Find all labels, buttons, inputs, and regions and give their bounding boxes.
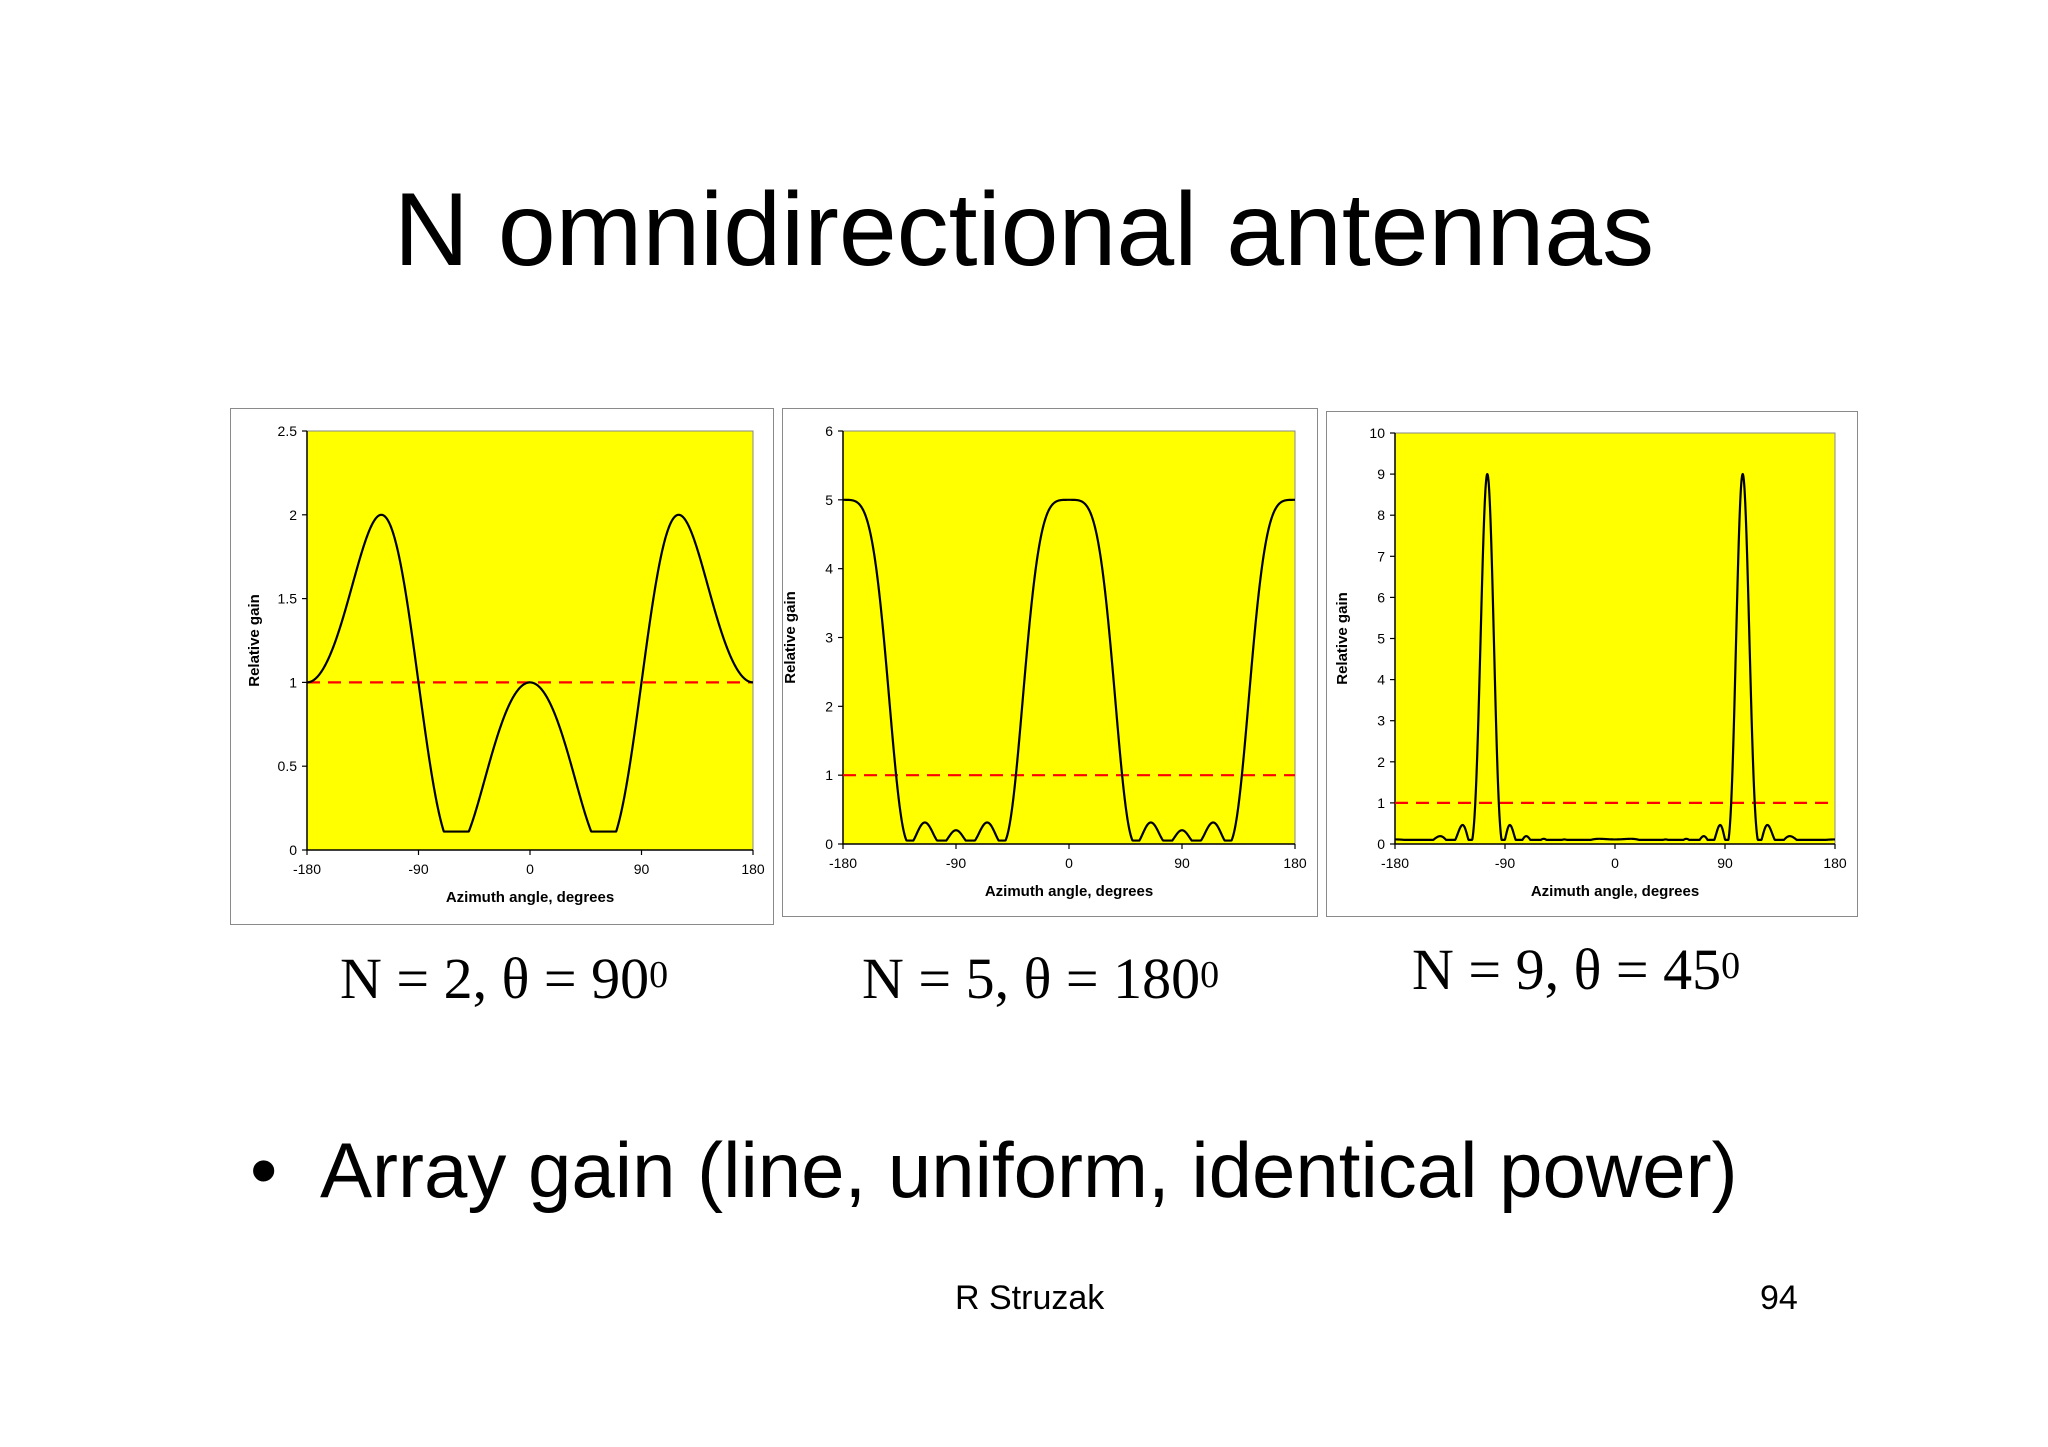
chart-svg: 0 0.5 1 1.5 2 2.5 -180 -90 0 90 180 Azimuth angle, … bbox=[246, 423, 765, 906]
y-tick-label: 0 bbox=[289, 842, 297, 858]
chart-svg: 0 1 2 3 4 5 6 7 8 9 10 -180 -90 0 90 180 Azimuth angle, … bbox=[1334, 425, 1847, 900]
caption-superscript: 0 bbox=[1200, 954, 1220, 996]
chart-svg: 0 1 2 3 4 5 6 -180 -90 0 90 180 Azimuth angle, degre… bbox=[783, 423, 1307, 900]
y-axis-label: Relative gain bbox=[783, 591, 799, 684]
footer-author: R Struzak bbox=[955, 1279, 1105, 1317]
chart-n9: 0 1 2 3 4 5 6 7 8 9 10 -180 -90 0 90 180 Azimuth angle, … bbox=[1326, 411, 1858, 917]
y-tick-label: 1 bbox=[825, 767, 833, 783]
y-tick-label: 0 bbox=[825, 836, 833, 852]
plot-area bbox=[842, 430, 1296, 845]
y-tick-label: 1 bbox=[289, 674, 297, 690]
y-tick-label: 8 bbox=[1377, 507, 1385, 523]
caption-text: N = 5, θ = 180 bbox=[862, 946, 1201, 1011]
x-tick-label: 180 bbox=[1823, 855, 1847, 871]
bullet-text: Array gain (line, uniform, identical pow… bbox=[320, 1126, 1738, 1214]
x-tick-label: -180 bbox=[829, 855, 857, 871]
y-tick-label: 0 bbox=[1377, 836, 1385, 852]
page-number: 94 bbox=[1760, 1279, 1798, 1317]
y-tick-label: 3 bbox=[825, 630, 833, 646]
gain-curve bbox=[842, 498, 1296, 842]
x-axis-label: Azimuth angle, degrees bbox=[446, 889, 614, 906]
y-tick-label: 5 bbox=[1377, 631, 1385, 647]
y-tick-label: 2.5 bbox=[278, 423, 298, 439]
y-tick-label: 2 bbox=[1377, 754, 1385, 770]
x-tick-label: 90 bbox=[1174, 855, 1190, 871]
y-tick-label: 7 bbox=[1377, 548, 1385, 564]
caption-text: N = 2, θ = 90 bbox=[340, 946, 650, 1011]
x-axis-label: Azimuth angle, degrees bbox=[1531, 883, 1699, 900]
x-tick-label: 180 bbox=[1283, 855, 1307, 871]
gain-curve bbox=[306, 513, 754, 833]
y-tick-label: 0.5 bbox=[278, 758, 298, 774]
chart-n5: 0 1 2 3 4 5 6 -180 -90 0 90 180 Azimuth angle, degre… bbox=[782, 408, 1318, 917]
plot-area bbox=[1394, 432, 1836, 845]
caption-superscript: 0 bbox=[649, 954, 669, 996]
x-axis-label: Azimuth angle, degrees bbox=[985, 883, 1153, 900]
x-tick-label: -180 bbox=[1381, 855, 1409, 871]
x-tick-label: -90 bbox=[946, 855, 966, 871]
x-tick-label: 0 bbox=[526, 861, 534, 877]
gain-curve bbox=[1394, 473, 1836, 841]
y-tick-label: 2 bbox=[289, 507, 297, 523]
y-tick-label: 9 bbox=[1377, 466, 1385, 482]
y-tick-label: 4 bbox=[825, 561, 833, 577]
y-tick-label: 1.5 bbox=[278, 591, 298, 607]
x-tick-label: -180 bbox=[293, 861, 321, 877]
x-tick-label: 90 bbox=[1717, 855, 1733, 871]
x-tick-label: 180 bbox=[741, 861, 765, 877]
y-tick-label: 10 bbox=[1369, 425, 1385, 441]
caption-superscript: 0 bbox=[1721, 945, 1741, 987]
x-tick-label: -90 bbox=[1495, 855, 1515, 871]
x-tick-label: 90 bbox=[634, 861, 650, 877]
x-tick-label: -90 bbox=[408, 861, 428, 877]
y-tick-label: 3 bbox=[1377, 713, 1385, 729]
plot-area bbox=[306, 430, 754, 851]
y-tick-label: 2 bbox=[825, 698, 833, 714]
y-tick-label: 4 bbox=[1377, 672, 1385, 688]
caption-n5: N = 5, θ = 1800 bbox=[862, 946, 1219, 1012]
y-tick-label: 6 bbox=[1377, 589, 1385, 605]
y-axis-label: Relative gain bbox=[1334, 592, 1351, 685]
caption-text: N = 9, θ = 45 bbox=[1412, 937, 1722, 1002]
slide-title: N omnidirectional antennas bbox=[393, 172, 1655, 288]
bullet-icon: • bbox=[250, 1126, 278, 1214]
caption-n2: N = 2, θ = 900 bbox=[340, 946, 668, 1012]
y-axis-label: Relative gain bbox=[246, 594, 263, 687]
y-tick-label: 5 bbox=[825, 492, 833, 508]
x-tick-label: 0 bbox=[1611, 855, 1619, 871]
x-tick-label: 0 bbox=[1065, 855, 1073, 871]
bullet-item: • Array gain (line, uniform, identical po… bbox=[250, 1125, 1738, 1215]
y-tick-label: 6 bbox=[825, 423, 833, 439]
caption-n9: N = 9, θ = 450 bbox=[1412, 937, 1740, 1003]
y-tick-label: 1 bbox=[1377, 795, 1385, 811]
chart-n2: 0 0.5 1 1.5 2 2.5 -180 -90 0 90 180 Azimuth angle, … bbox=[230, 408, 774, 925]
